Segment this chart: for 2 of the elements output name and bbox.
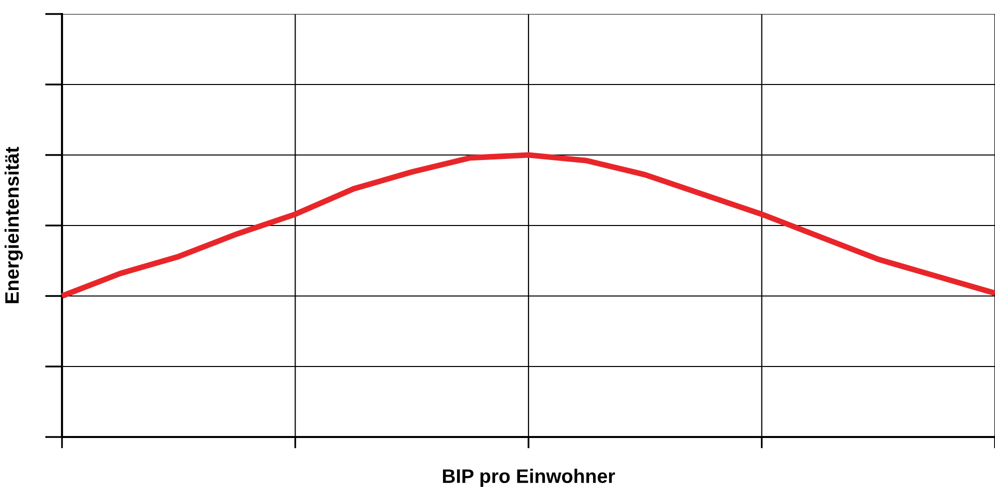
x-axis-title: BIP pro Einwohner bbox=[443, 468, 616, 487]
y-axis-title: Energieintensität bbox=[4, 146, 23, 304]
